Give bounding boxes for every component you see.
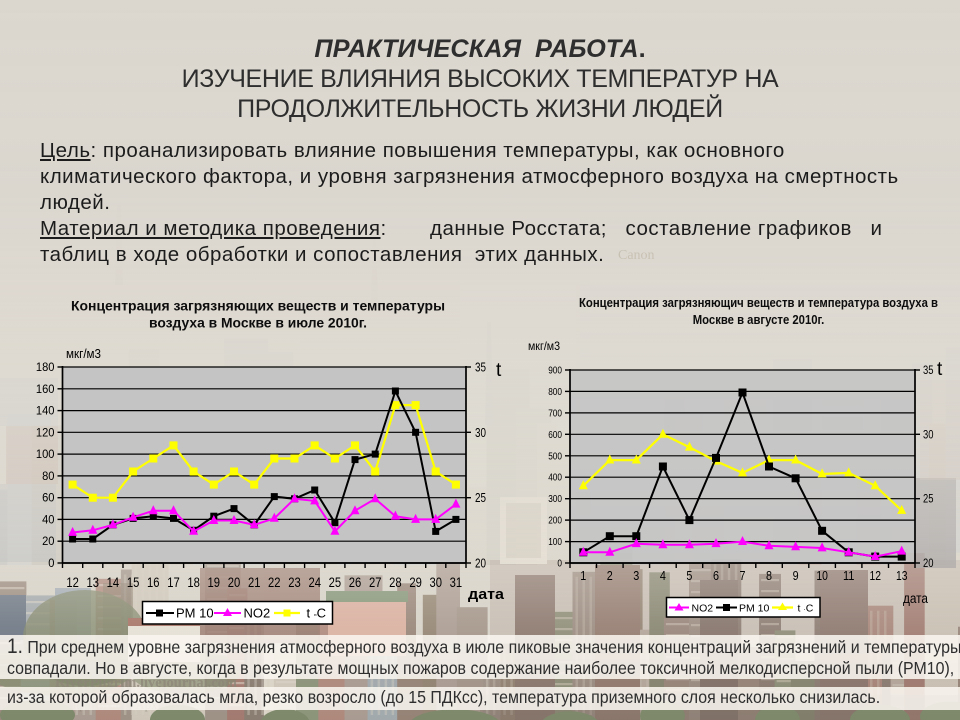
svg-text:31: 31: [450, 574, 463, 590]
svg-text:100: 100: [548, 537, 562, 548]
svg-text:200: 200: [548, 516, 562, 527]
svg-text:Концентрация загрязняющич веще: Концентрация загрязняющич веществ и темп…: [579, 295, 938, 310]
svg-text:800: 800: [548, 387, 562, 398]
svg-text:1: 1: [580, 569, 586, 583]
svg-text:60: 60: [42, 491, 55, 505]
svg-text:21: 21: [248, 574, 261, 590]
svg-text:дата: дата: [468, 586, 505, 603]
svg-text:25: 25: [329, 574, 342, 590]
svg-text:30: 30: [923, 427, 934, 441]
svg-text:35: 35: [923, 363, 934, 377]
svg-text:0: 0: [557, 559, 562, 570]
svg-text:мкг/м3: мкг/м3: [66, 347, 101, 361]
svg-text:17: 17: [167, 574, 180, 590]
svg-text:Canon: Canon: [618, 248, 655, 263]
svg-text:23: 23: [288, 574, 301, 590]
svg-text:300: 300: [548, 494, 562, 505]
svg-text:2: 2: [607, 569, 613, 583]
svg-text:PM 10: PM 10: [739, 603, 770, 615]
svg-text:10: 10: [816, 569, 828, 583]
svg-text:25: 25: [475, 490, 486, 505]
svg-text:15: 15: [127, 574, 140, 590]
svg-text:11: 11: [843, 569, 855, 583]
svg-text:24: 24: [308, 574, 321, 590]
svg-text:14: 14: [107, 574, 120, 590]
svg-text:180: 180: [36, 360, 55, 374]
svg-text:29: 29: [409, 574, 422, 590]
svg-text:700: 700: [548, 408, 562, 419]
svg-text:t: t: [496, 360, 502, 381]
svg-text:18: 18: [187, 574, 200, 590]
svg-text:t: t: [937, 359, 943, 380]
svg-text:20: 20: [475, 556, 486, 571]
svg-text:20: 20: [228, 574, 241, 590]
svg-text:27: 27: [369, 574, 382, 590]
svg-text:t ▫C: t ▫C: [307, 606, 326, 621]
svg-text:80: 80: [42, 469, 55, 483]
svg-text:19: 19: [208, 574, 221, 590]
svg-text:воздуха в Москве в июле 2010г.: воздуха в Москве в июле 2010г.: [149, 314, 367, 330]
svg-text:PM 10: PM 10: [176, 606, 214, 621]
svg-text:Москве в августе 2010г.: Москве в августе 2010г.: [693, 312, 825, 327]
svg-text:28: 28: [389, 574, 402, 590]
svg-text:120: 120: [36, 425, 55, 439]
svg-text:12: 12: [66, 574, 79, 590]
svg-text:13: 13: [87, 574, 100, 590]
svg-text:40: 40: [42, 512, 55, 526]
svg-text:6: 6: [713, 569, 719, 583]
svg-text:20: 20: [42, 534, 55, 548]
svg-text:16: 16: [147, 574, 160, 590]
svg-text:100: 100: [36, 447, 55, 461]
svg-text:140: 140: [36, 404, 55, 418]
svg-text:26: 26: [349, 574, 362, 590]
svg-text:0: 0: [48, 556, 54, 570]
svg-text:900: 900: [548, 366, 562, 377]
svg-text:8: 8: [766, 569, 772, 583]
svg-text:35: 35: [475, 360, 486, 375]
svg-text:500: 500: [548, 451, 562, 462]
svg-text:3: 3: [633, 569, 639, 583]
svg-text:600: 600: [548, 430, 562, 441]
svg-text:160: 160: [36, 382, 55, 396]
svg-text:30: 30: [429, 574, 442, 590]
svg-text:9: 9: [793, 569, 799, 583]
svg-text:13: 13: [896, 569, 908, 583]
svg-text:30: 30: [475, 425, 486, 440]
svg-text:мкг/м3: мкг/м3: [528, 339, 560, 353]
svg-text:5: 5: [686, 569, 692, 583]
svg-text:25: 25: [923, 492, 934, 506]
svg-text:NO2: NO2: [692, 603, 714, 615]
svg-text:t ·C: t ·C: [798, 603, 814, 615]
svg-text:22: 22: [268, 574, 281, 590]
svg-text:400: 400: [548, 473, 562, 484]
svg-text:7: 7: [740, 569, 746, 583]
svg-text:4: 4: [660, 569, 666, 583]
svg-text:12: 12: [869, 569, 881, 583]
svg-text:Концентрация загрязняющих веще: Концентрация загрязняющих веществ и темп…: [71, 298, 445, 314]
svg-text:дата: дата: [903, 591, 928, 606]
svg-text:NO2: NO2: [244, 606, 271, 621]
svg-text:20: 20: [923, 556, 934, 570]
